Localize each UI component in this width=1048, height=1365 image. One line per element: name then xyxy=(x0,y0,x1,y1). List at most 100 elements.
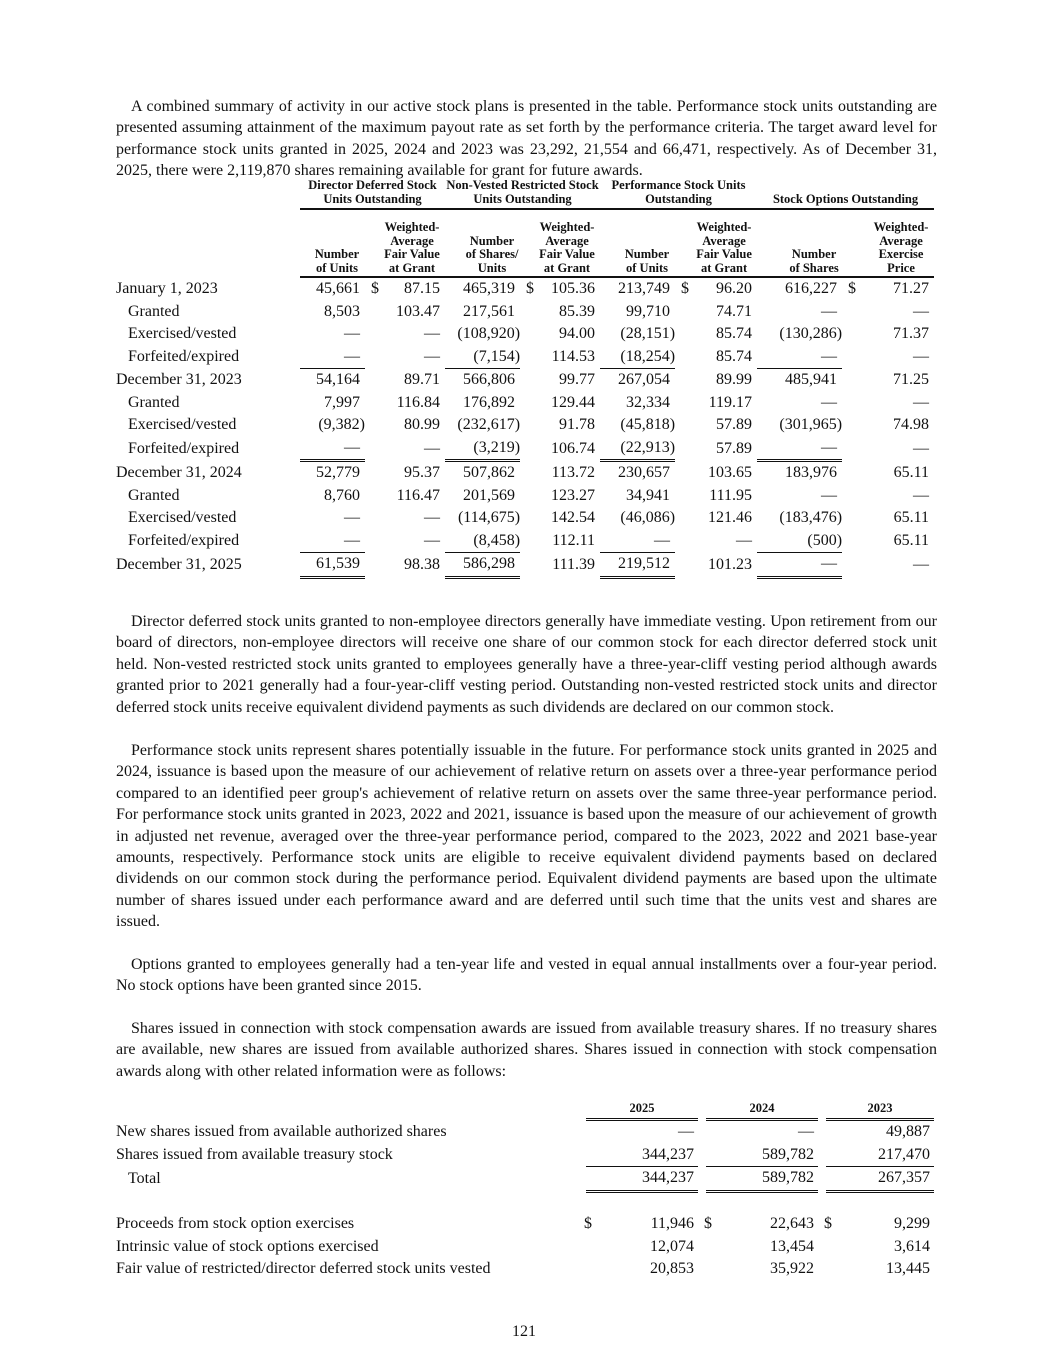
gap-cell xyxy=(578,1236,586,1259)
table-cell: 219,512 xyxy=(600,552,676,579)
table-cell: (500) xyxy=(757,529,843,553)
cell-value: — xyxy=(424,532,441,549)
table-cell: 65.11 xyxy=(842,530,934,553)
cell-value: (7,154) xyxy=(473,347,521,365)
table-cell: 589,782 xyxy=(706,1166,818,1193)
table-cell: 13,445 xyxy=(826,1258,934,1281)
table-cell: 111.39 xyxy=(520,553,600,578)
cell-value: 99,710 xyxy=(626,302,671,320)
row-label: Exercised/vested xyxy=(128,416,237,434)
table-cell: 7,997 xyxy=(300,392,365,415)
column-header: Number of Shares xyxy=(757,221,843,278)
cell-value: 616,227 xyxy=(785,280,838,298)
cell-value: 11,946 xyxy=(650,1215,694,1233)
cell-value: 116.47 xyxy=(396,486,441,504)
cell-value: 111.39 xyxy=(552,555,596,573)
column-header-text: Weighted-Average Fair Value at Grant xyxy=(384,220,440,275)
cell-value: 217,561 xyxy=(463,302,516,320)
cell-value: — xyxy=(821,347,838,365)
cell-value: 344,237 xyxy=(642,1169,694,1187)
row-label: Granted xyxy=(128,393,180,411)
cell-value: 217,470 xyxy=(878,1145,930,1163)
cell-value: 98.38 xyxy=(404,555,441,573)
table-cell: 74.98 xyxy=(842,414,934,437)
cell-value: 176,892 xyxy=(463,393,516,411)
table-cell: — xyxy=(586,1120,698,1144)
cell-value: 113.72 xyxy=(551,463,596,481)
table-row: December 31, 2025 61,539 98.38 586,298 111.3… xyxy=(116,552,934,579)
cell-value: — xyxy=(344,509,360,527)
table-cell: 35,922 xyxy=(706,1258,818,1281)
cell-value: (28,151) xyxy=(620,325,676,343)
table-cell: 616,227 xyxy=(757,277,842,301)
cell-value: 99.77 xyxy=(559,371,596,388)
cell-value: 103.65 xyxy=(708,463,753,481)
cell-value: 13,445 xyxy=(886,1260,930,1278)
table-cell: 116.47 xyxy=(365,485,445,508)
table-cell: (232,617) xyxy=(445,414,520,437)
table-row: Intrinsic value of stock options exercis… xyxy=(116,1236,934,1259)
currency-symbol: $ xyxy=(526,280,535,298)
cell-value: 49,887 xyxy=(886,1123,930,1141)
cell-value: 54,164 xyxy=(316,371,360,389)
cell-value: 123.27 xyxy=(551,486,596,504)
table-cell: 99.77 xyxy=(520,369,600,392)
table-row: Shares issued from available treasury st… xyxy=(116,1143,934,1167)
table-cell: 13,454 xyxy=(706,1236,818,1259)
gap-cell xyxy=(578,1167,586,1192)
cell-value: 105.36 xyxy=(551,280,596,298)
cell-value: 20,853 xyxy=(650,1260,694,1278)
gap-cell xyxy=(818,1167,826,1192)
table-cell: — xyxy=(300,436,365,462)
table-cell: 8,503 xyxy=(300,301,365,324)
cell-value: 142.54 xyxy=(551,509,596,527)
column-header-text: Number of Units xyxy=(624,247,670,275)
table-cell: $96.20 xyxy=(675,277,757,301)
cell-value: 183,976 xyxy=(785,464,838,482)
column-header-text: Number of Shares xyxy=(789,247,839,275)
cell-value: 32,334 xyxy=(626,393,671,411)
column-header-text: Number of Shares/ Units xyxy=(465,233,519,275)
table-row: Forfeited/expired — — (8,458) 112.11 — — (500) 6… xyxy=(116,529,934,553)
cell-value: 34,941 xyxy=(626,486,671,504)
table-cell: 106.74 xyxy=(520,437,600,461)
row-label: Granted xyxy=(128,302,180,320)
cell-value: 465,319 xyxy=(463,280,516,298)
cell-value: 267,357 xyxy=(878,1169,930,1187)
gap-cell xyxy=(578,1144,586,1167)
cell-value: 85.74 xyxy=(716,348,753,365)
cell-value: 112.11 xyxy=(552,532,596,549)
table-cell: (183,476) xyxy=(757,507,842,530)
row-label: Shares issued from available treasury st… xyxy=(116,1146,393,1163)
cell-value: 213,749 xyxy=(618,280,671,298)
cell-value: 106.74 xyxy=(551,439,596,457)
table-cell: 103.47 xyxy=(365,301,445,324)
table-cell: 61,539 xyxy=(300,552,365,579)
table-cell: 111.95 xyxy=(675,485,757,508)
cell-value: — xyxy=(654,531,671,549)
table-cell: 91.78 xyxy=(520,414,600,437)
currency-symbol: $ xyxy=(824,1215,832,1233)
row-label: Fair value of restricted/director deferr… xyxy=(116,1260,491,1278)
cell-value: 57.89 xyxy=(716,416,753,434)
table-row: Forfeited/expired — — (3,219) 106.74 (22,913)… xyxy=(116,436,934,462)
cell-value: 589,782 xyxy=(762,1145,814,1163)
table-cell: 34,941 xyxy=(600,485,675,508)
table-cell: 566,806 xyxy=(445,369,520,392)
table-cell: 217,561 xyxy=(445,301,520,324)
table-cell: — xyxy=(757,301,842,324)
year-header: 2023 xyxy=(826,1096,934,1121)
cell-value: 111.95 xyxy=(709,486,753,504)
table-cell: (3,219) xyxy=(445,436,521,462)
column-header: Weighted-Average Fair Value at Grant xyxy=(675,220,758,278)
table-cell: 103.65 xyxy=(675,461,757,485)
cell-value: — xyxy=(344,438,360,456)
cell-value: 71.25 xyxy=(893,371,930,388)
cell-value: 230,657 xyxy=(618,464,671,482)
table-row: Granted 7,997 116.84 176,892 129.44 32,334 119… xyxy=(116,392,934,415)
cell-value: (108,920) xyxy=(457,325,521,343)
cell-value: 101.23 xyxy=(708,555,753,573)
cell-value: — xyxy=(821,393,838,411)
cell-value: 45,661 xyxy=(316,280,360,298)
